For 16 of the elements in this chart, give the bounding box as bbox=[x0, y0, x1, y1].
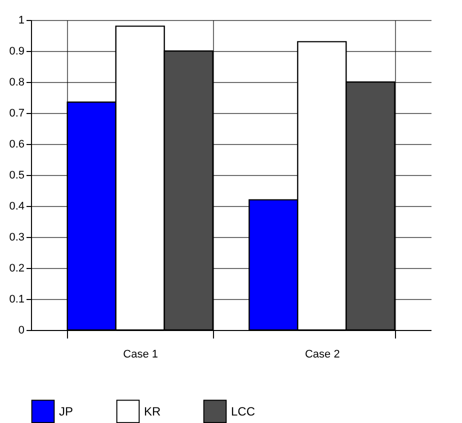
y-tick-label: 0.9 bbox=[9, 46, 24, 58]
y-tick-label: 0.4 bbox=[9, 200, 24, 212]
y-tick-label: 0.5 bbox=[9, 170, 24, 182]
y-tick-label: 0.8 bbox=[9, 76, 24, 88]
x-tick-label: Case 1 bbox=[123, 348, 158, 360]
y-tick-label: 0.1 bbox=[9, 294, 24, 306]
y-tick-label: 0.6 bbox=[9, 138, 24, 150]
legend-label: LCC bbox=[231, 404, 256, 418]
y-tick-label: 0.3 bbox=[9, 232, 24, 244]
y-tick-label: 0 bbox=[18, 324, 24, 336]
y-tick-label: 0.2 bbox=[9, 262, 24, 274]
x-tick-label: Case 2 bbox=[304, 348, 340, 360]
y-tick-label: 1 bbox=[18, 14, 24, 26]
legend-label: KR bbox=[144, 404, 162, 418]
y-tick-label: 0.7 bbox=[9, 108, 24, 120]
legend-label: JP bbox=[59, 404, 74, 418]
